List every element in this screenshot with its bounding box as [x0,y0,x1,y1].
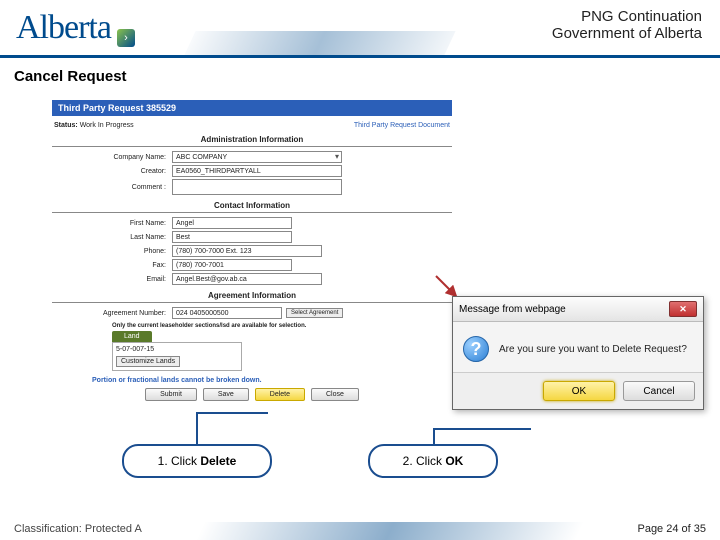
customize-lands-button[interactable]: Customize Lands [116,356,180,367]
callout2-connector-h [433,428,531,430]
callout2-bold: OK [445,454,463,468]
comment-label: Comment : [52,184,172,191]
section-title: Cancel Request [14,68,720,85]
form-button-row: Submit Save Delete Close [52,388,452,401]
submit-button[interactable]: Submit [145,388,197,401]
close-button[interactable]: Close [311,388,359,401]
company-select[interactable]: ABC COMPANY [172,151,342,163]
dialog-cancel-button[interactable]: Cancel [623,381,695,401]
form-banner: Third Party Request 385529 [52,100,452,116]
comment-field[interactable] [172,179,342,195]
land-box: 5-07-007-15 Customize Lands [112,342,242,371]
header-line2: Government of Alberta [552,25,702,42]
last-name-field[interactable]: Best [172,231,292,243]
email-field[interactable]: Angel.Best@gov.ab.ca [172,273,322,285]
contact-heading: Contact Information [52,201,452,213]
first-label: First Name: [52,220,172,227]
dialog-close-button[interactable]: ✕ [669,301,697,317]
agr-number-field[interactable]: 024 0405000500 [172,307,282,319]
dialog-titlebar: Message from webpage ✕ [453,297,703,322]
admin-heading: Administration Information [52,135,452,147]
header-line1: PNG Continuation [552,8,702,25]
fax-field[interactable]: (780) 700-7001 [172,259,292,271]
page-number: Page 24 of 35 [637,523,706,535]
land-row: 5-07-007-15 [116,346,238,353]
header-ribbon [184,31,455,55]
dialog-message: Are you sure you want to Delete Request? [499,344,687,355]
creator-field: EA0560_THIRDPARTYALL [172,165,342,177]
dialog-ok-button[interactable]: OK [543,381,615,401]
portion-note: Portion or fractional lands cannot be br… [92,377,452,384]
callout1-connector-h [196,412,268,414]
status-text: Status: Work In Progress [54,122,134,129]
phone-field[interactable]: (780) 700-7000 Ext. 123 [172,245,322,257]
last-label: Last Name: [52,234,172,241]
classification-label: Classification: Protected A [14,523,142,535]
status-row: Status: Work In Progress Third Party Req… [54,122,450,129]
logo-mark-icon: › [117,29,135,47]
callout-step2: 2. Click OK [368,444,498,478]
callout2-connector [433,428,435,444]
company-label: Company Name: [52,154,172,161]
creator-label: Creator: [52,168,172,175]
select-agreement-button[interactable]: Select Agreement [286,308,343,318]
email-label: Email: [52,276,172,283]
request-form: Third Party Request 385529 Status: Work … [52,100,452,401]
logo-text: Alberta [16,9,111,47]
header-titles: PNG Continuation Government of Alberta [552,8,702,42]
callout1-connector [196,412,198,444]
doc-link[interactable]: Third Party Request Document [354,122,450,129]
agr-label: Agreement Number: [52,310,172,317]
dialog-footer: OK Cancel [453,372,703,409]
callout2-pre: 2. Click [403,454,446,468]
dialog-title: Message from webpage [459,304,566,315]
delete-button[interactable]: Delete [255,388,305,401]
callout-step1: 1. Click Delete [122,444,272,478]
land-tab[interactable]: Land [112,331,152,342]
callout1-pre: 1. Click [158,454,201,468]
dialog-body: ? Are you sure you want to Delete Reques… [453,322,703,372]
phone-label: Phone: [52,248,172,255]
slide-footer: Classification: Protected A Page 24 of 3… [0,518,720,540]
slide-header: Alberta › PNG Continuation Government of… [0,0,720,58]
save-button[interactable]: Save [203,388,249,401]
selection-note: Only the current leaseholder sections/ls… [112,323,452,329]
confirm-dialog: Message from webpage ✕ ? Are you sure yo… [452,296,704,410]
fax-label: Fax: [52,262,172,269]
callout1-bold: Delete [200,454,236,468]
question-icon: ? [463,336,489,362]
agreement-heading: Agreement Information [52,291,452,303]
first-name-field[interactable]: Angel [172,217,292,229]
alberta-logo: Alberta › [16,9,135,47]
